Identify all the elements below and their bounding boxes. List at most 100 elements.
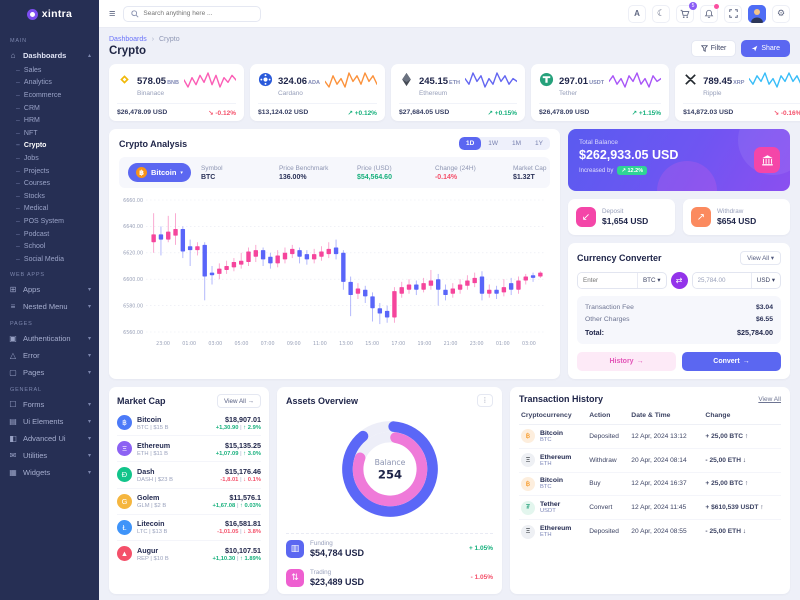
cart-glyph (680, 9, 690, 18)
transactions-view-all-link[interactable]: View All (758, 395, 781, 403)
sidebar-subitem-sales[interactable]: – Sales (16, 66, 42, 74)
market-cap-row-dash[interactable]: Đ Dash DASH | $23 B $15,176.46 -1,8.01 | … (117, 462, 261, 489)
transaction-row[interactable]: Ξ Ethereum ETH Deposited 20 Apr, 2024 08:… (519, 520, 781, 543)
sidebar-subitem-stocks[interactable]: – Stocks (16, 192, 45, 200)
settings-gear-icon[interactable]: ⚙ (772, 4, 790, 23)
tx-change: + $610,539 USDT ↑ (703, 495, 781, 521)
analysis-range-1y[interactable]: 1Y (528, 137, 550, 150)
sidebar-subitem-school[interactable]: – School (16, 243, 46, 251)
stat-card-usdt[interactable]: 297.01USDT Tether $26,478.09 USD ↗ +1.15… (531, 64, 670, 121)
dark-mode-icon[interactable]: ☾ (652, 4, 670, 23)
sidebar-subitem-crypto[interactable]: – Crypto (16, 142, 47, 150)
sidebar-subitem-nft[interactable]: – NFT (16, 129, 38, 137)
bank-button[interactable] (754, 147, 780, 173)
chevron-icon: ▾ (87, 452, 91, 459)
augur-coin-icon: ▲ (117, 546, 132, 562)
notifications-bell-icon[interactable] (700, 3, 719, 23)
to-currency-select[interactable]: USD ▾ (750, 273, 780, 288)
golem-coin-icon: G (117, 493, 132, 509)
sidebar-subitem-hrm[interactable]: – HRM (16, 117, 40, 125)
transaction-history-card: Transaction History View All Cryptocurre… (510, 387, 790, 594)
breadcrumb-dashboards[interactable]: Dashboards (109, 36, 147, 43)
coin-select-button[interactable]: ฿ Bitcoin ▾ (128, 163, 191, 182)
fullscreen-icon[interactable] (724, 4, 742, 23)
stat-card-ada[interactable]: 324.06ADA Cardano $13,124.02 USD ↗ +0.12… (249, 64, 385, 121)
sidebar-subitem-crm[interactable]: – CRM (16, 104, 40, 112)
market-cap-row-augur[interactable]: ▲ Augur REP | $10 B $10,107.51 +1,10.30 |… (117, 541, 261, 566)
sidebar-subitem-social-media[interactable]: – Social Media (16, 255, 64, 263)
sidebar-subitem-podcast[interactable]: – Podcast (16, 230, 50, 238)
transaction-row[interactable]: ₮ Tether USDT Convert 12 Apr, 2024 11:45 … (519, 495, 781, 521)
sidebar-item-utilities[interactable]: ✉ Utilities ▾ (9, 450, 91, 460)
sidebar-item-error[interactable]: △ Error ▾ (9, 350, 91, 360)
sidebar-subitem-analytics[interactable]: – Analytics (16, 79, 52, 87)
stat-card-bnb[interactable]: 578.05BNB Binanace $26,478.09 USD ↘ -0.1… (109, 64, 244, 121)
tx-action: Convert (587, 495, 630, 521)
chevron-icon: ▾ (87, 352, 91, 359)
sidebar-item-ui-elements[interactable]: ▤ Ui Elements ▾ (9, 416, 91, 426)
transaction-row[interactable]: Ξ Ethereum ETH Withdraw 20 Apr, 2024 08:1… (519, 448, 781, 473)
convert-from-input[interactable] (578, 273, 637, 288)
cart-icon[interactable]: 5 (676, 1, 697, 23)
share-button[interactable]: Share (741, 40, 790, 57)
filter-button[interactable]: Filter (690, 40, 737, 57)
language-icon[interactable]: A (628, 4, 646, 23)
market-cap-row-litecoin[interactable]: Ł Litecoin LTC | $13 B $16,581.81 -1,01.0… (117, 515, 261, 541)
transaction-row[interactable]: ฿ Bitcoin BTC Deposited 12 Apr, 2024 13:1… (519, 424, 781, 449)
from-currency-select[interactable]: BTC ▾ (636, 273, 666, 288)
bitcoin-coin-icon: ฿ (521, 429, 535, 444)
sidebar-item-nested-menu[interactable]: ≡ Nested Menu ▾ (0, 298, 99, 315)
tx-action: Buy (587, 472, 630, 497)
analysis-range-1d[interactable]: 1D (458, 137, 482, 150)
svg-text:19:00: 19:00 (417, 341, 431, 347)
market-cap-row-ethereum[interactable]: Ξ Ethereum ETH | $11 B $15,135.25 +1,07.0… (117, 436, 261, 463)
analysis-range-1w[interactable]: 1W (481, 137, 505, 150)
stat-card-eth[interactable]: 245.15ETH Ethereum $27,684.05 USD ↗ +0.1… (390, 64, 526, 121)
swap-currencies-button[interactable]: ⇄ (670, 272, 688, 289)
sidebar-item-dashboards[interactable]: ⌂ Dashboards ▴ (0, 47, 99, 64)
sidebar-item-advanced-ui[interactable]: ◧ Advanced Ui ▾ (9, 433, 91, 443)
stat-value: 297.01 (559, 76, 589, 87)
sidebar-subitem-jobs[interactable]: – Jobs (16, 154, 39, 162)
coin-change: +1,10.30 | ↑ 1.89% (212, 555, 261, 562)
notification-dot (714, 3, 719, 9)
analysis-range-1m[interactable]: 1M (505, 137, 528, 150)
page-title: Crypto (109, 45, 147, 57)
market-cap-row-bitcoin[interactable]: ฿ Bitcoin BTC | $15 B $18,907.01 +1,30.90… (117, 410, 261, 437)
hamburger-menu-icon[interactable]: ≡ (109, 7, 116, 20)
stat-card-xrp[interactable]: 789.45XRP Ripple $14,872.03 USD ↘ -0.16% (675, 64, 800, 121)
user-avatar[interactable] (748, 4, 766, 23)
market-cap-row-golem[interactable]: G Golem GLM | $2 B $11,576.1 +1,67.08 | ↑… (117, 489, 261, 515)
sidebar-subitem-pos-system[interactable]: – POS System (16, 217, 64, 225)
sidebar-subitem-projects[interactable]: – Projects (16, 167, 50, 175)
cardano-icon (258, 72, 273, 87)
withdraw-card[interactable]: ↗ Withdraw $654 USD (683, 199, 790, 235)
transaction-row[interactable]: ฿ Bitcoin BTC Buy 12 Apr, 2024 16:37 + 25… (519, 472, 781, 497)
deposit-card[interactable]: ↙ Deposit $1,654 USD (568, 199, 675, 235)
sidebar-subitem-ecommerce[interactable]: – Ecommerce (16, 91, 62, 99)
chevron-icon: ▾ (87, 469, 91, 476)
brand-logo[interactable]: xintra (0, 0, 99, 28)
deposit-label: Deposit (602, 208, 624, 215)
svg-text:6660.00: 6660.00 (123, 198, 143, 204)
sidebar-item-pages[interactable]: ▢ Pages ▾ (9, 367, 91, 377)
tx-date: 12 Apr, 2024 13:12 (629, 424, 704, 449)
assets-more-button[interactable]: ⋮ (476, 394, 493, 407)
sidebar-item-widgets[interactable]: ▦ Widgets ▾ (9, 467, 91, 477)
stat-coin-name: Ethereum (418, 90, 448, 97)
sidebar-subitem-courses[interactable]: – Courses (16, 180, 50, 188)
converter-view-all-button[interactable]: View All ▾ (740, 251, 781, 265)
market-cap-view-all-button[interactable]: View All → (217, 394, 261, 408)
candlestick-chart[interactable]: 6560.00 6580.00 6600.00 6620.00 6640.00 … (119, 192, 550, 355)
convert-to-input[interactable] (692, 273, 751, 288)
search-box[interactable] (123, 5, 262, 22)
transaction-history-title: Transaction History (519, 394, 604, 404)
convert-button[interactable]: Convert → (682, 352, 781, 371)
stat-coin-name: Ripple (703, 90, 722, 97)
history-button[interactable]: History → (577, 352, 676, 371)
search-input[interactable] (143, 10, 254, 17)
sidebar-item-apps[interactable]: ⊞ Apps ▾ (9, 284, 91, 294)
sidebar-item-authentication[interactable]: ▣ Authentication ▾ (9, 333, 91, 343)
sidebar-subitem-medical[interactable]: – Medical (16, 205, 49, 213)
sidebar-item-forms[interactable]: ☐ Forms ▾ (9, 399, 91, 409)
